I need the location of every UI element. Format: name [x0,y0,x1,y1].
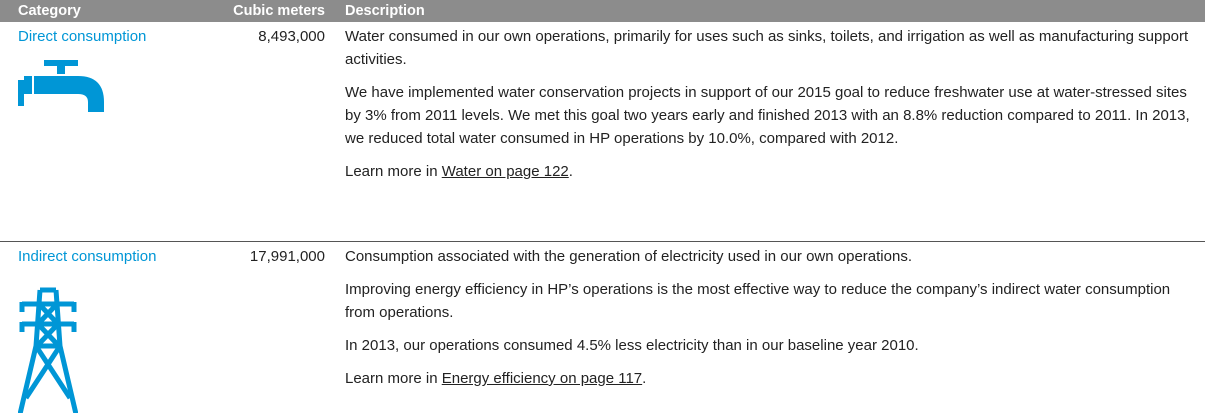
paragraph: In 2013, our operations consumed 4.5% le… [345,337,919,354]
text: . [642,370,647,387]
description-cell: Water consumed in our own operations, pr… [325,25,1205,241]
table-row: Direct consumption 8,493,000 Water consu… [0,22,1205,241]
paragraph: We have implemented water conservation p… [345,84,1190,147]
header-cell: Category [18,3,81,19]
faucet-icon [18,60,104,112]
text: Learn more in [345,163,438,180]
paragraph: Improving energy efficiency in HP’s oper… [345,281,1171,321]
category: Direct consumption [18,28,147,45]
category-cell: Indirect consumption [0,245,200,413]
learn-more: Learn more in Water on page 122. [345,160,1197,183]
category-cell: Direct consumption [0,25,200,241]
value-cell: 8,493,000 [258,28,325,45]
paragraph: Consumption associated with the generati… [345,248,912,265]
link[interactable]: Water on page 122 [441,163,569,180]
link[interactable]: Energy efficiency on page 117 [441,370,643,387]
learn-more: Learn more in Energy efficiency on page … [345,367,1197,390]
table-header: Category Cubic meters Description [0,0,1205,22]
header-cell: Description [345,3,425,19]
table-row: Indirect consumption 17,991,000 Consumpt… [0,241,1205,413]
text: . [568,163,573,180]
tower-icon [18,287,78,413]
text: Learn more in [345,370,438,387]
header-cell: Cubic meters [233,3,325,19]
value-cell: 17,991,000 [249,248,325,265]
description-cell: Consumption associated with the generati… [325,245,1205,410]
paragraph: Water consumed in our own operations, pr… [345,28,1189,68]
category: Indirect consumption [18,248,157,265]
